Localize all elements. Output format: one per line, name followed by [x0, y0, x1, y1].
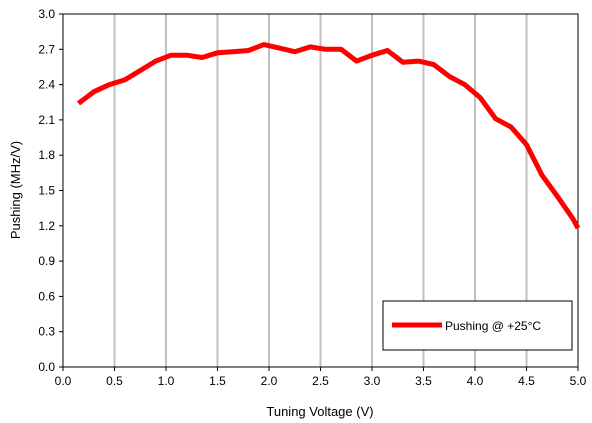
- y-tick-label: 0.3: [38, 325, 55, 339]
- x-tick-label: 1.0: [158, 374, 175, 388]
- x-tick-label: 0.0: [55, 374, 72, 388]
- x-tick-label: 2.5: [312, 374, 329, 388]
- x-tick-label: 4.0: [467, 374, 484, 388]
- axis-layer: 0.0 0.5 1.0 1.5 2.0 2.5 3.0 3.5 4.0 4.5 5.0 0.0 0.3 0…: [38, 7, 586, 388]
- y-tick-label: 2.1: [38, 113, 55, 127]
- legend: Pushing @ +25°C: [382, 300, 573, 351]
- series-layer: [76, 42, 581, 230]
- x-tick-label: 5.0: [570, 374, 587, 388]
- y-tick-label: 2.7: [38, 42, 55, 56]
- x-tick-label: 4.5: [518, 374, 535, 388]
- x-tick-label: 3.0: [364, 374, 381, 388]
- x-tick-label: 1.5: [209, 374, 226, 388]
- y-tick-label: 1.8: [38, 148, 55, 162]
- x-tick-label: 3.5: [415, 374, 432, 388]
- x-tick-label: 2.0: [261, 374, 278, 388]
- grid-layer: [113, 14, 528, 367]
- y-tick-label: 0.6: [38, 289, 55, 303]
- y-axis-label: Pushing (MHz/V): [8, 141, 23, 239]
- y-tick-label: 2.4: [38, 78, 55, 92]
- x-axis-label: Tuning Voltage (V): [266, 404, 373, 419]
- series-line: [76, 42, 581, 230]
- y-tick-label: 1.5: [38, 184, 55, 198]
- x-tick-label: 0.5: [106, 374, 123, 388]
- y-tick-label: 0.0: [38, 360, 55, 374]
- y-tick-label: 0.9: [38, 254, 55, 268]
- y-tick-label: 3.0: [38, 7, 55, 21]
- y-tick-label: 1.2: [38, 219, 55, 233]
- legend-label: Pushing @ +25°C: [445, 319, 541, 333]
